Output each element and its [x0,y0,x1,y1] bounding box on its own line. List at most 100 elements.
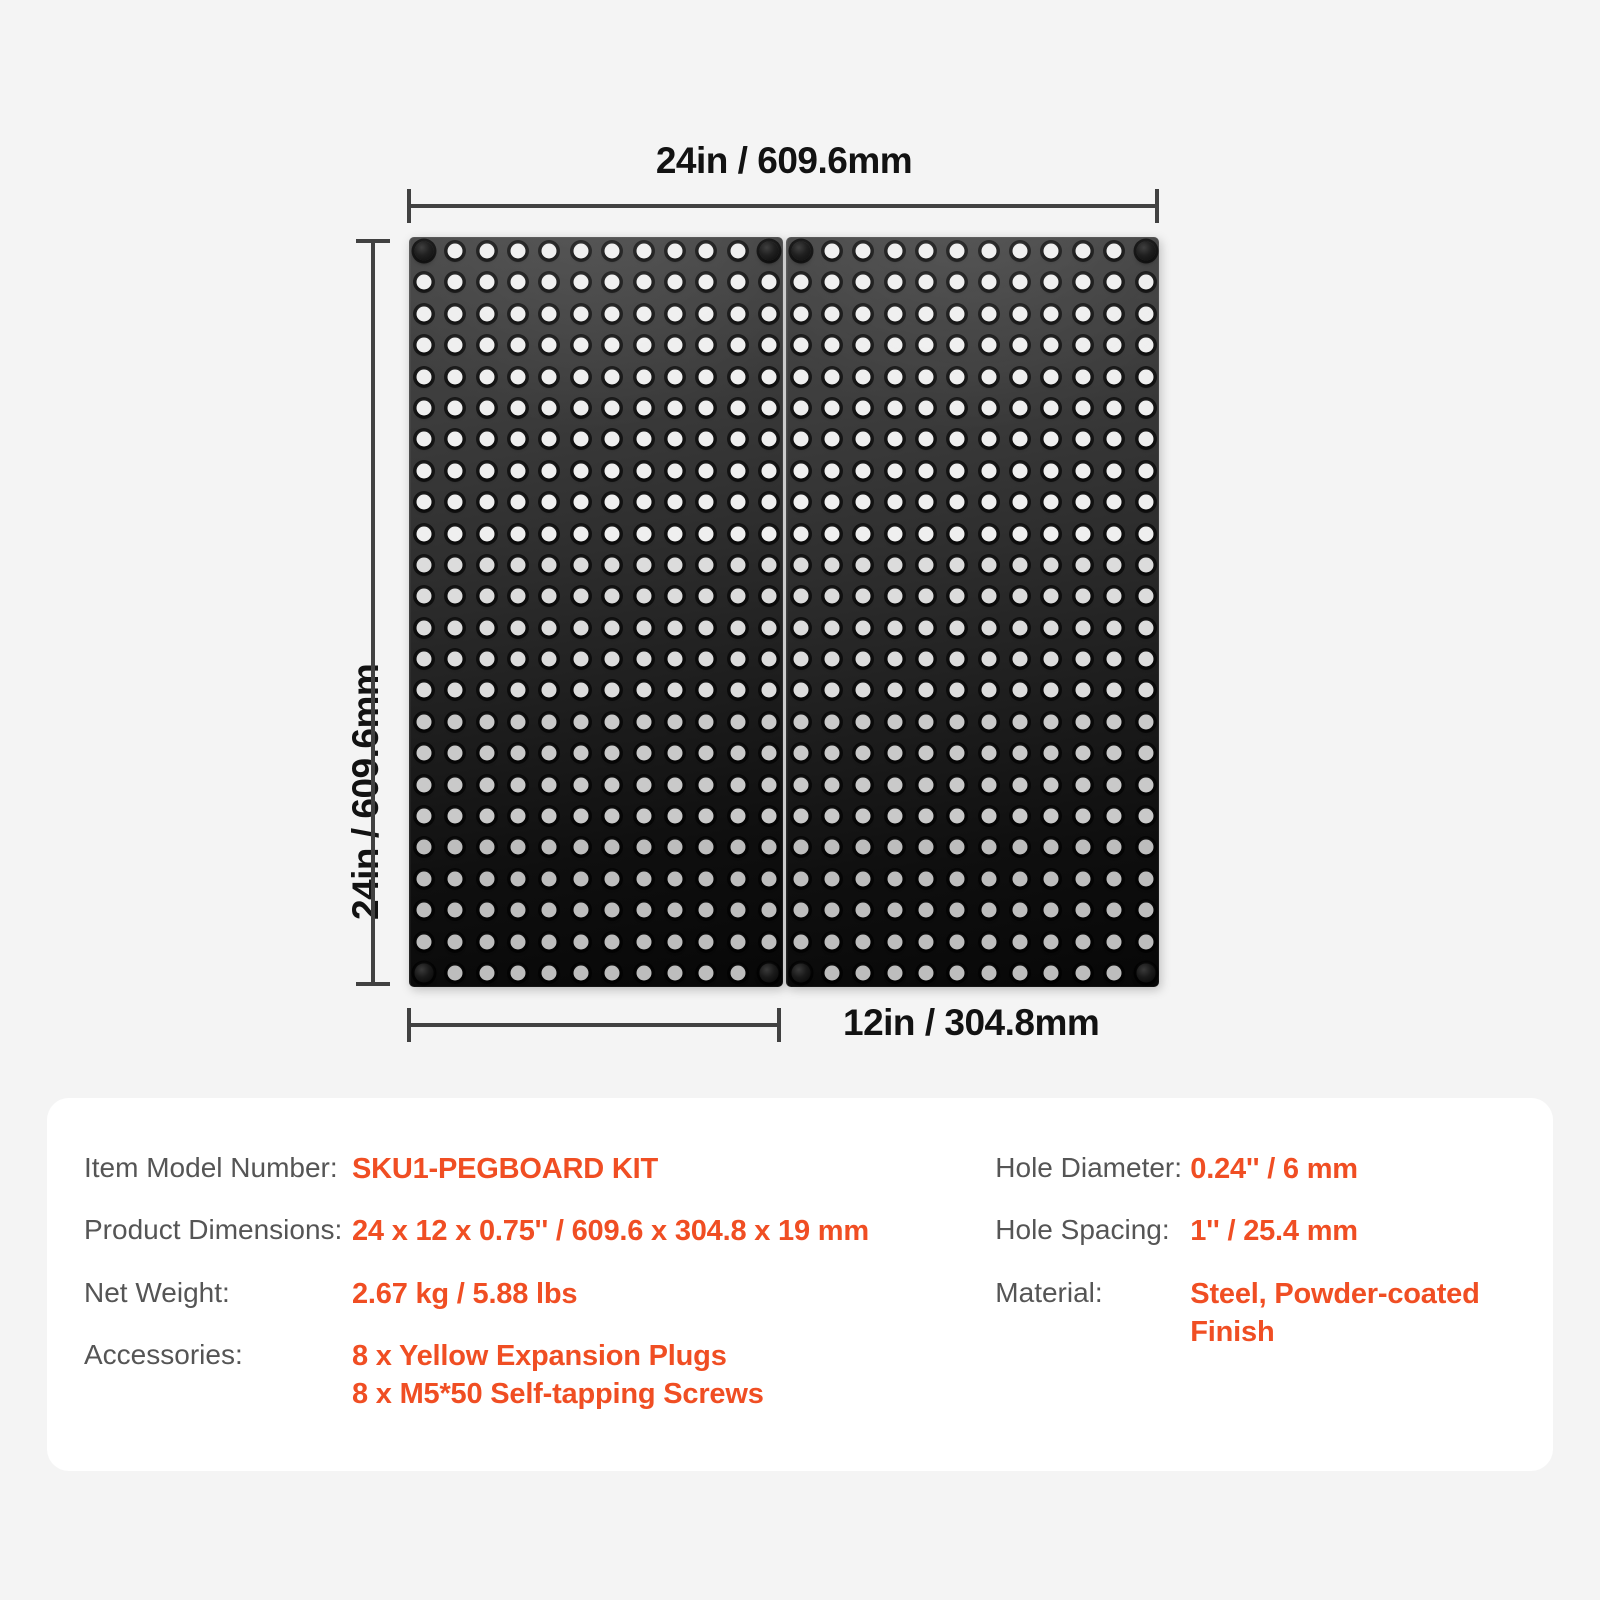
peg-hole [479,494,495,510]
peg-hole [667,714,683,730]
peg-hole [793,494,808,510]
peg-hole [604,871,620,887]
peg-hole [1138,777,1153,793]
peg-hole [1012,714,1028,730]
peg-hole [667,777,683,793]
peg-hole [479,871,495,887]
peg-hole [447,526,463,542]
peg-hole [541,682,557,698]
peg-hole [887,243,903,259]
peg-hole [510,745,526,761]
spec-row-accessories: Accessories: 8 x Yellow Expansion Plugs … [84,1337,980,1414]
peg-hole [698,745,714,761]
peg-hole [981,714,997,730]
peg-hole [1012,306,1028,322]
peg-hole [855,777,871,793]
peg-hole [1075,965,1091,981]
peg-hole [1043,839,1059,855]
peg-hole [416,337,432,353]
spec-value-product-dimensions: 24 x 12 x 0.75'' / 609.6 x 304.8 x 19 mm [352,1215,869,1248]
peg-hole [855,274,871,290]
peg-hole [541,588,557,604]
peg-hole [698,682,714,698]
peg-hole [573,620,589,636]
spec-label-material: Material: [995,1276,1103,1308]
peg-hole [510,243,526,259]
peg-hole [573,337,589,353]
spec-column-right: Hole Diameter: 0.24'' / 6 mm Hole Spacin… [980,1150,1553,1437]
peg-hole [1012,902,1028,918]
peg-hole [1075,839,1091,855]
peg-hole [636,557,652,573]
peg-hole [824,274,840,290]
peg-hole [1106,274,1122,290]
peg-hole [949,934,965,950]
peg-hole [981,526,997,542]
peg-hole [730,839,746,855]
peg-hole [1138,557,1153,573]
peg-hole [793,714,808,730]
peg-hole [510,839,526,855]
peg-hole [447,431,463,447]
peg-hole [416,557,432,573]
spec-row-item-model-number: Item Model Number: SKU1-PEGBOARD KIT [84,1150,980,1188]
peg-hole [981,651,997,667]
peg-hole [887,431,903,447]
peg-hole [416,808,432,824]
spec-value-accessories-line-1: 8 x Yellow Expansion Plugs [352,1339,727,1372]
spec-label-accessories: Accessories: [84,1338,243,1370]
peg-hole [981,871,997,887]
peg-hole [761,808,777,824]
peg-hole [730,777,746,793]
peg-hole [949,714,965,730]
peg-hole [604,274,620,290]
peg-hole [510,777,526,793]
peg-hole [636,620,652,636]
peg-hole [1106,463,1122,479]
peg-hole [510,808,526,824]
peg-hole [636,400,652,416]
peg-hole [636,306,652,322]
peg-hole [730,902,746,918]
peg-hole [667,808,683,824]
peg-hole [761,431,777,447]
peg-hole [447,808,463,824]
peg-hole [416,588,432,604]
peg-hole [1106,526,1122,542]
peg-hole [918,431,934,447]
peg-hole [541,934,557,950]
peg-hole [698,306,714,322]
peg-hole [1075,934,1091,950]
peg-hole [604,526,620,542]
peg-hole [636,494,652,510]
peg-hole [698,400,714,416]
peg-hole [793,526,808,542]
mounting-hole [791,241,810,261]
peg-hole [855,871,871,887]
peg-hole [1043,651,1059,667]
peg-hole [1138,839,1153,855]
peg-hole [949,651,965,667]
peg-hole [1138,871,1153,887]
peg-hole [949,526,965,542]
peg-hole [604,745,620,761]
peg-hole [447,494,463,510]
peg-hole [636,243,652,259]
mounting-hole [759,241,779,261]
peg-hole [981,902,997,918]
peg-hole [730,871,746,887]
peg-hole [573,306,589,322]
peg-hole [510,463,526,479]
peg-hole [1043,620,1059,636]
peg-hole [573,243,589,259]
peg-hole [1012,745,1028,761]
peg-hole [981,777,997,793]
peg-hole [855,808,871,824]
spec-row-hole-spacing: Hole Spacing: 1'' / 25.4 mm [995,1212,1553,1250]
peg-hole [636,777,652,793]
peg-hole [510,651,526,667]
peg-hole [604,337,620,353]
peg-hole [479,777,495,793]
peg-hole [1012,682,1028,698]
